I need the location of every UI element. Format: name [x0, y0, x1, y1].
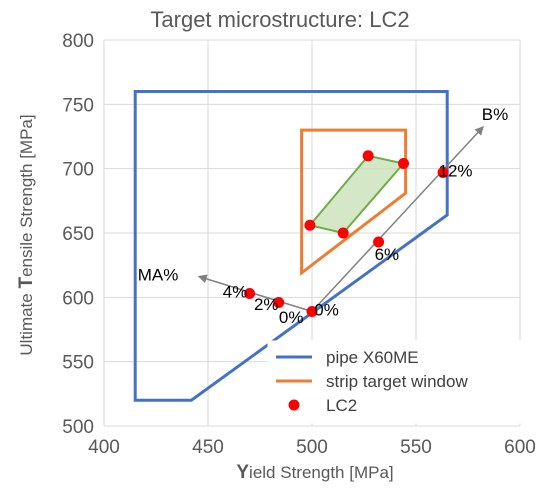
legend-swatch — [288, 399, 300, 411]
series-layer — [133, 89, 484, 402]
y-axis-label-initial: T — [16, 277, 37, 289]
lc2-point — [304, 219, 316, 231]
x-axis-label: Yield Strength [MPa] — [236, 462, 393, 483]
y-tick-label: 550 — [62, 353, 94, 374]
series-pipe-x60me — [133, 89, 449, 402]
lc2-point — [244, 287, 256, 299]
y-tick-label: 800 — [62, 31, 94, 52]
x-tick-label: 550 — [400, 437, 432, 458]
x-axis-label-initial: Y — [236, 462, 249, 483]
x-tick-label: 400 — [88, 437, 120, 458]
y-tick-label: 600 — [62, 288, 94, 309]
x-tick-label: 450 — [192, 437, 224, 458]
lc2-point — [362, 150, 374, 162]
annotation-label: 0% — [314, 300, 339, 319]
y-axis-label: Ultimate Tensile Strength [MPa] — [16, 114, 37, 355]
lc2-point — [273, 296, 285, 308]
y-tick-label: 650 — [62, 224, 94, 245]
y-tick-label: 750 — [62, 95, 94, 116]
y-axis-label-prefix: Ultimate — [17, 289, 36, 356]
lc2-point — [306, 305, 318, 317]
annotation-label: 4% — [223, 282, 248, 301]
grid — [103, 39, 521, 427]
y-tick-label: 500 — [62, 417, 94, 438]
tick-labels: 400 450 500 550 600 500 550 600 650 700 750 800 — [62, 31, 536, 458]
lc2-point — [337, 227, 349, 239]
x-axis-label-rest: ield Strength [MPa] — [249, 463, 394, 482]
y-tick-label: 700 — [62, 160, 94, 181]
series-strip-target-window — [300, 128, 408, 276]
arrow-b — [311, 126, 484, 312]
lc2-point — [398, 158, 410, 170]
legend-label: strip target window — [326, 372, 468, 391]
lc2-point — [373, 236, 385, 248]
annotation-label: 6% — [375, 245, 400, 264]
annotation-label: 12% — [439, 161, 473, 180]
y-axis-label-rest: ensile Strength [MPa] — [17, 114, 36, 277]
annotation-label: MA% — [138, 266, 179, 285]
legend: pipe X60ME strip target window LC2 — [267, 340, 525, 424]
lc2-point — [437, 167, 449, 179]
arrow-ma — [197, 274, 313, 313]
annotation-label: 2% — [254, 295, 279, 314]
legend-label: pipe X60ME — [326, 348, 419, 367]
x-tick-label: 500 — [296, 437, 328, 458]
annotation-label: B% — [482, 105, 508, 124]
annotations: 4%2%0% 0%6%12%MA%B% — [138, 105, 509, 327]
x-tick-label: 600 — [504, 437, 536, 458]
chart-title: Target microstructure: LC2 — [150, 7, 409, 32]
lc2-region — [308, 154, 406, 235]
legend-label: LC2 — [326, 396, 357, 415]
annotation-label: 0% — [279, 308, 304, 327]
